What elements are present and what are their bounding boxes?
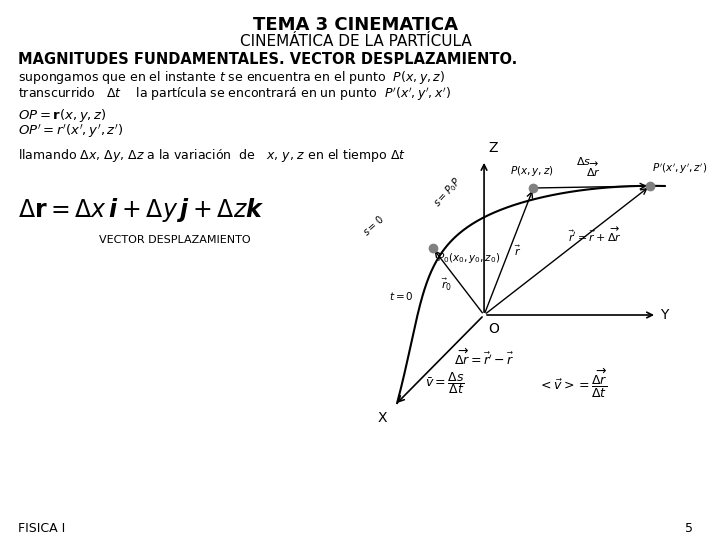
Text: $\overrightarrow{\Delta r}$: $\overrightarrow{\Delta r}$ — [586, 161, 601, 179]
Text: supongamos que en el instante $t$ se encuentra en el punto  $P(x, y, z)$: supongamos que en el instante $t$ se enc… — [18, 70, 445, 86]
Text: $\vec{r}$: $\vec{r}$ — [513, 244, 521, 259]
Text: $OP = \mathbf{r}(x, y, z)$: $OP = \mathbf{r}(x, y, z)$ — [18, 106, 107, 124]
Text: O: O — [488, 322, 499, 336]
Text: $\vec{r}_0$: $\vec{r}_0$ — [441, 277, 451, 293]
Text: VECTOR DESPLAZAMIENTO: VECTOR DESPLAZAMIENTO — [99, 235, 251, 245]
Text: $\bar{v} = \dfrac{\Delta s}{\Delta t}$: $\bar{v} = \dfrac{\Delta s}{\Delta t}$ — [425, 370, 464, 396]
Text: $\vec{r}^{\prime} = \vec{r} + \overrightarrow{\Delta r}$: $\vec{r}^{\prime} = \vec{r} + \overright… — [568, 226, 622, 244]
Text: $\overrightarrow{\Delta r} = \vec{r}^{\prime} - \vec{r}$: $\overrightarrow{\Delta r} = \vec{r}^{\p… — [454, 348, 514, 368]
Text: MAGNITUDES FUNDAMENTALES. VECTOR DESPLAZAMIENTO.: MAGNITUDES FUNDAMENTALES. VECTOR DESPLAZ… — [18, 52, 517, 68]
Text: $\Delta\mathbf{r} = \Delta x\,\boldsymbol{i} + \Delta y\,\boldsymbol{j} + \Delta: $\Delta\mathbf{r} = \Delta x\,\boldsymbo… — [18, 196, 264, 224]
Text: Z: Z — [488, 141, 498, 155]
Text: $P^{\prime}(x^{\prime}, y^{\prime}, z^{\prime})$: $P^{\prime}(x^{\prime}, y^{\prime}, z^{\… — [652, 161, 707, 176]
Text: $s = 0$: $s = 0$ — [360, 213, 387, 238]
Text: $t = 0$: $t = 0$ — [389, 290, 413, 302]
Text: 5: 5 — [685, 522, 693, 535]
Text: X: X — [378, 411, 387, 425]
Text: $OP^{\prime} = r^{\prime}(x^{\prime}, y^{\prime}, z^{\prime})$: $OP^{\prime} = r^{\prime}(x^{\prime}, y^… — [18, 122, 123, 140]
Text: $\Delta s$: $\Delta s$ — [576, 155, 591, 167]
Text: TEMA 3 CINEMATICA: TEMA 3 CINEMATICA — [253, 16, 458, 34]
Text: $s = P_0P$: $s = P_0P$ — [431, 174, 464, 210]
Text: Y: Y — [660, 308, 668, 322]
Text: transcurrido   $\Delta t$    la partícula se encontrará en un punto  $P^{\prime}: transcurrido $\Delta t$ la partícula se … — [18, 85, 451, 103]
Text: $P_0(x_0, y_0, z_0)$: $P_0(x_0, y_0, z_0)$ — [436, 251, 500, 265]
Text: CINEMÁTICA DE LA PARTÍCULA: CINEMÁTICA DE LA PARTÍCULA — [240, 35, 472, 50]
Text: FISICA I: FISICA I — [18, 522, 65, 535]
Text: llamando $\Delta x$, $\Delta y$, $\Delta z$ a la variación  de   $x$, $y$, $z$ e: llamando $\Delta x$, $\Delta y$, $\Delta… — [18, 146, 405, 164]
Text: $<\vec{v}> = \dfrac{\overrightarrow{\Delta r}}{\Delta t}$: $<\vec{v}> = \dfrac{\overrightarrow{\Del… — [538, 367, 608, 400]
Text: $P(x, y, z)$: $P(x, y, z)$ — [510, 164, 554, 178]
